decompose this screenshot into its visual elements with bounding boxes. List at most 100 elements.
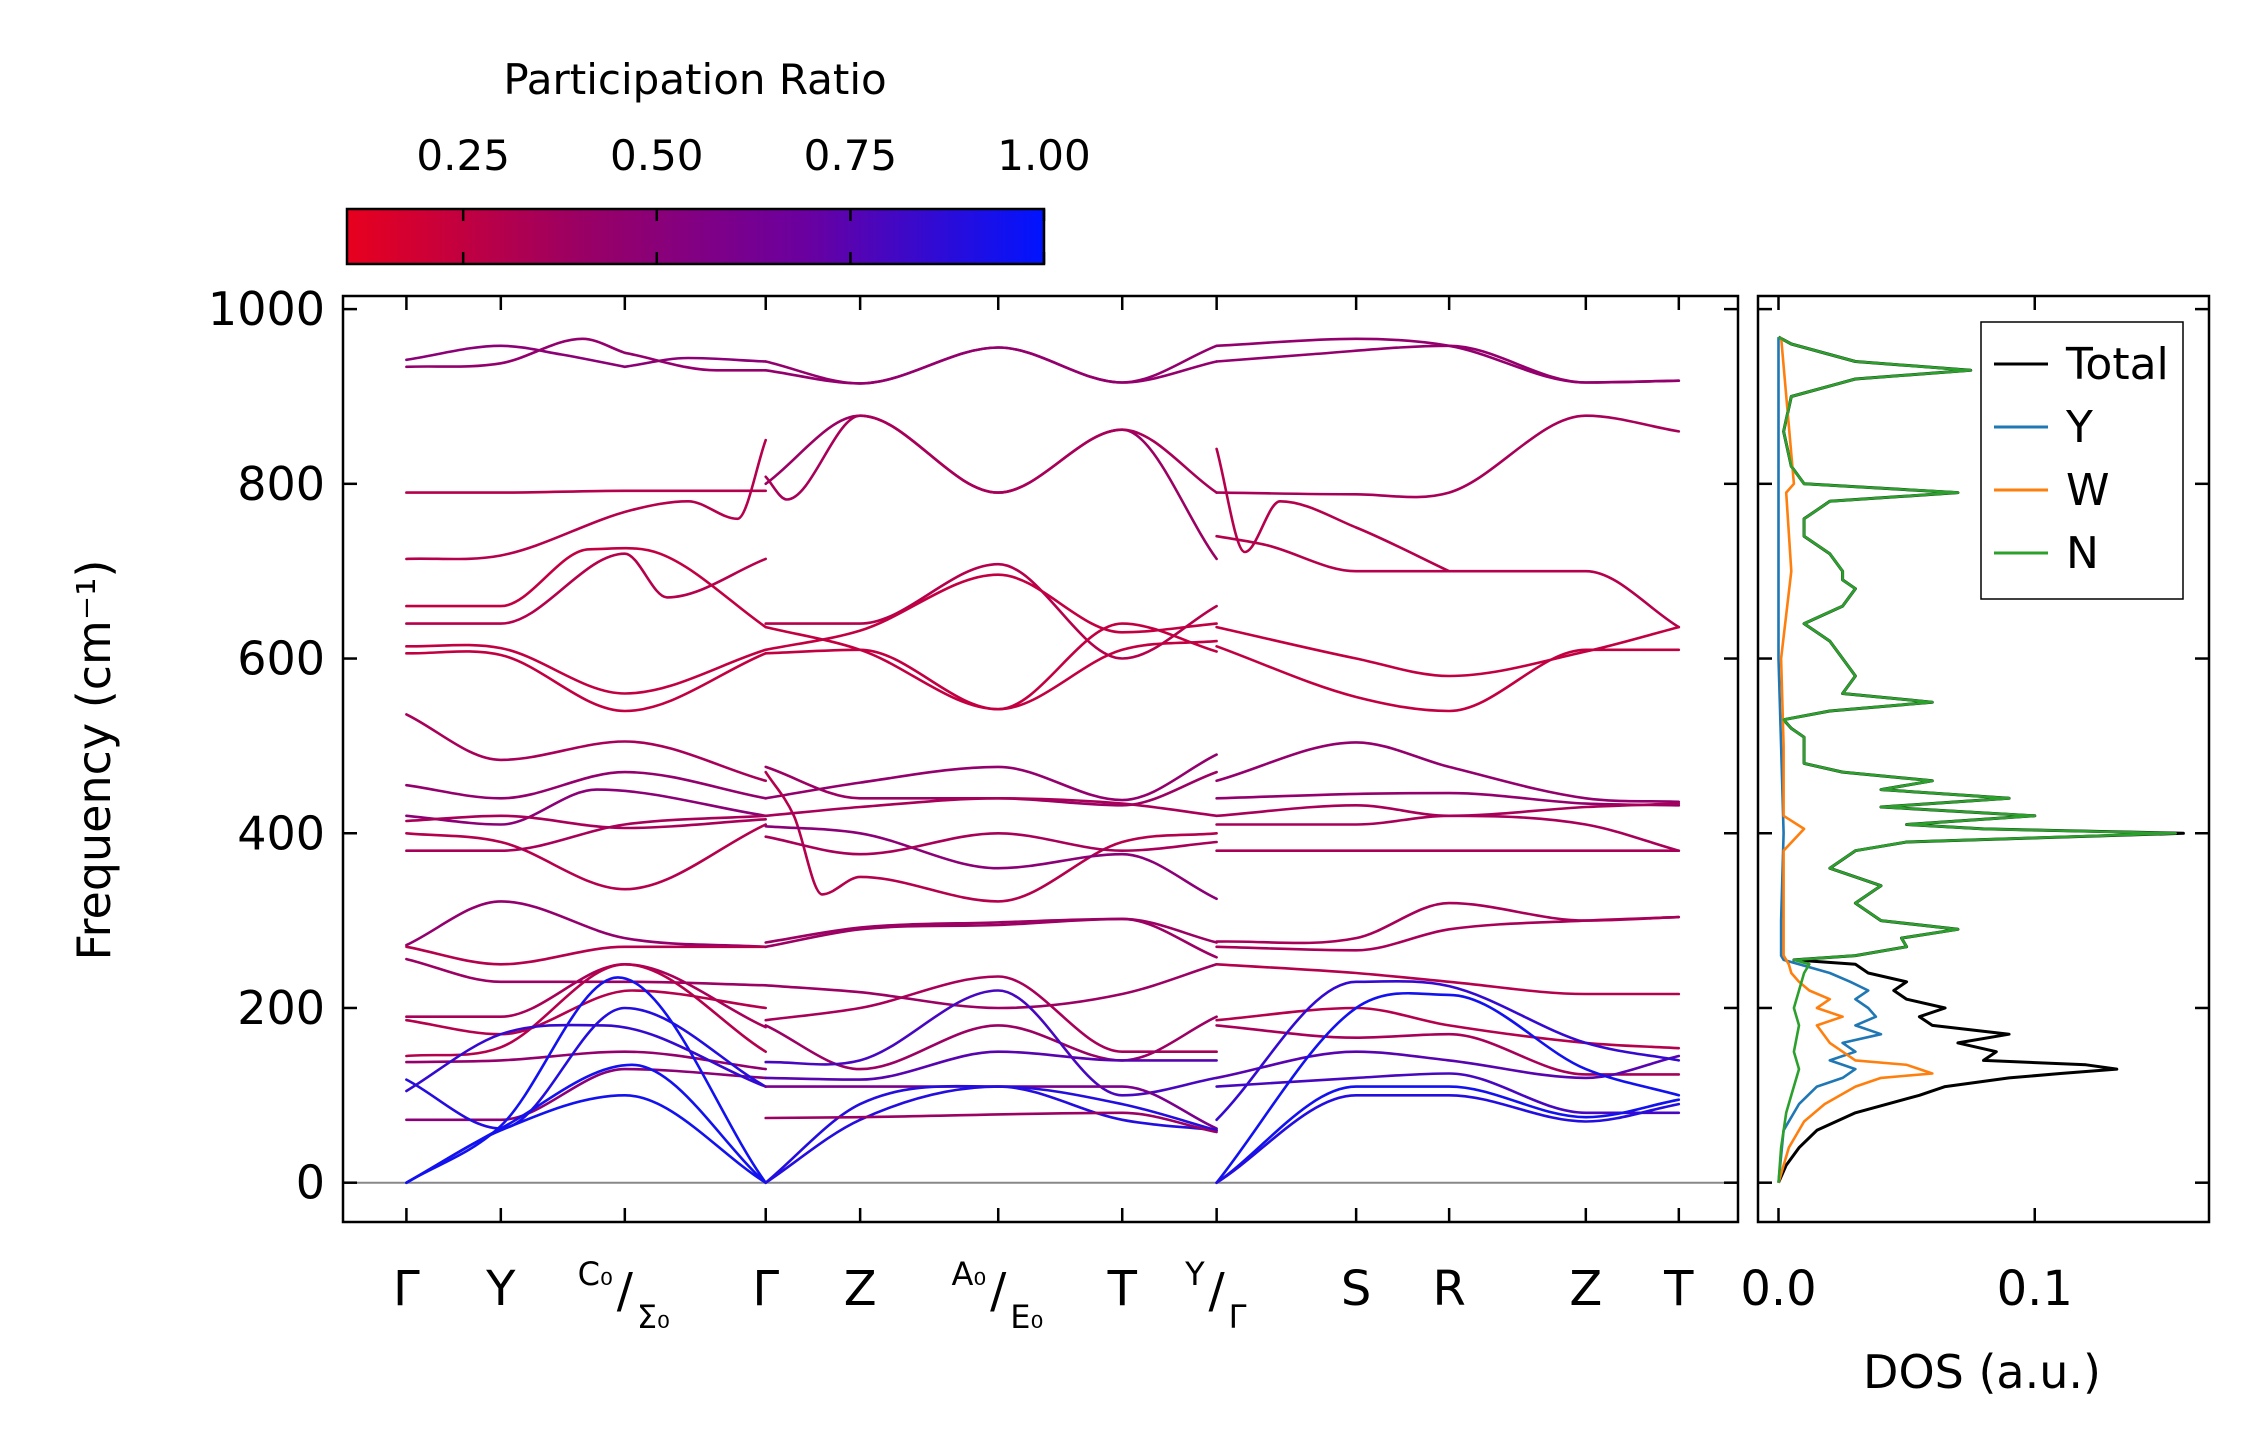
y-tick-label: 1000 — [208, 282, 325, 336]
band-line — [405, 788, 767, 826]
band-line — [1215, 447, 1451, 573]
dos-line-y — [1777, 337, 1883, 1183]
band-line — [1215, 625, 1681, 678]
x-tick-label: Γ — [393, 1261, 420, 1317]
band-line — [405, 1063, 767, 1184]
band-line — [1215, 979, 1681, 1122]
x-tick-label: Z — [844, 1261, 877, 1317]
band-line — [764, 573, 1218, 652]
legend-label-w: W — [2066, 465, 2110, 516]
band-plot-frame — [341, 294, 1740, 1224]
band-line — [405, 546, 767, 629]
band-line — [405, 945, 767, 966]
x-tick-label-bottom: Σ₀ — [637, 1298, 670, 1336]
band-line — [405, 643, 767, 695]
x-tick-label: R — [1432, 1261, 1465, 1317]
dos-legend: Total YWN — [1980, 321, 2184, 600]
y-tick-label: 800 — [237, 457, 325, 511]
band-line — [405, 1094, 767, 1184]
x-tick-label: Y — [485, 1261, 516, 1317]
band-line — [405, 900, 767, 949]
band-line — [405, 1067, 767, 1122]
band-line — [1215, 1072, 1681, 1115]
band-line — [405, 814, 767, 853]
dos-line-n — [1777, 335, 2177, 1183]
band-line — [405, 1023, 767, 1093]
x-tick-label-bottom: Γ — [1229, 1298, 1247, 1336]
y-axis-label: Frequency (cm⁻¹) — [67, 560, 121, 961]
x-tick-label-sep: / — [617, 1263, 634, 1319]
band-line — [405, 713, 767, 783]
band-line — [764, 825, 1218, 901]
dos-line-w — [1777, 336, 1934, 1184]
band-line — [764, 344, 1218, 385]
x-tick-label: T — [1107, 1261, 1138, 1317]
band-line — [764, 963, 1218, 1010]
x-tick-label-sep: / — [1209, 1263, 1226, 1319]
y-tick-label: 200 — [237, 981, 325, 1035]
band-line — [1215, 901, 1681, 945]
band-line — [405, 963, 767, 1029]
legend-label-y: Y — [2065, 402, 2093, 453]
band-line — [405, 344, 627, 369]
band-line — [405, 337, 627, 369]
x-tick-label: Γ — [752, 1261, 779, 1317]
colorbar-ticks: 0.25 0.50 0.75 1.00 — [416, 131, 1091, 264]
band-line — [764, 770, 1218, 903]
colorbar-tick-label: 1.00 — [997, 131, 1091, 180]
dos-x-tick-label: 0.0 — [1740, 1261, 1816, 1317]
dos-x-tick-label: 0.1 — [1997, 1261, 2073, 1317]
band-line — [1215, 645, 1681, 713]
dos-plot-frame — [1756, 294, 2211, 1224]
band-line — [764, 639, 1218, 711]
x-tick-label: T — [1663, 1261, 1694, 1317]
band-line — [1215, 963, 1681, 996]
band-line — [764, 989, 1218, 1097]
band-line — [1215, 802, 1681, 818]
x-tick-label-bottom: E₀ — [1010, 1298, 1043, 1336]
band-line — [764, 917, 1218, 944]
dos-axes: 0.0 0.1 — [1740, 296, 2209, 1317]
band-line — [1215, 534, 1681, 629]
band-line — [623, 356, 767, 369]
band-line — [405, 552, 767, 625]
band-line — [764, 753, 1218, 802]
band-line — [405, 650, 767, 713]
colorbar: Participation Ratio 0.25 0.50 0.75 1.00 — [345, 55, 1091, 266]
band-line — [405, 438, 767, 561]
band-line — [764, 1050, 1218, 1081]
band-line — [764, 797, 1218, 818]
x-tick-label: S — [1341, 1261, 1371, 1317]
colorbar-tick-label: 0.50 — [610, 131, 704, 180]
y-tick-label: 600 — [237, 632, 325, 686]
band-lines — [345, 337, 1738, 1184]
x-tick-label-compound: A₀ / E₀ — [952, 1255, 1044, 1336]
x-tick-label-top: A₀ — [952, 1255, 987, 1293]
band-line — [405, 814, 767, 830]
x-tick-label-top: Y — [1184, 1255, 1205, 1293]
band-line — [1215, 741, 1681, 804]
band-line — [405, 489, 767, 494]
band-line — [764, 1085, 1218, 1184]
x-tick-label-compound: C₀ / Σ₀ — [578, 1255, 670, 1336]
x-tick-label-sep: / — [990, 1263, 1007, 1319]
colorbar-gradient — [345, 207, 1046, 266]
legend-label-total: Total — [2065, 339, 2169, 390]
band-line — [1215, 344, 1681, 384]
band-line — [405, 957, 767, 987]
x-tick-label-compound: Y / Γ — [1184, 1255, 1247, 1336]
band-line — [1215, 1093, 1681, 1184]
band-line — [764, 562, 1218, 660]
band-line — [405, 1006, 767, 1130]
legend-label-n: N — [2066, 528, 2099, 579]
x-tick-label: Z — [1569, 1261, 1602, 1317]
band-line — [764, 832, 1218, 856]
band-line — [405, 976, 767, 1184]
band-line — [764, 1111, 1218, 1134]
band-line — [1215, 915, 1681, 952]
band-line — [764, 917, 1218, 959]
band-line — [764, 414, 1218, 501]
colorbar-title: Participation Ratio — [503, 55, 886, 104]
